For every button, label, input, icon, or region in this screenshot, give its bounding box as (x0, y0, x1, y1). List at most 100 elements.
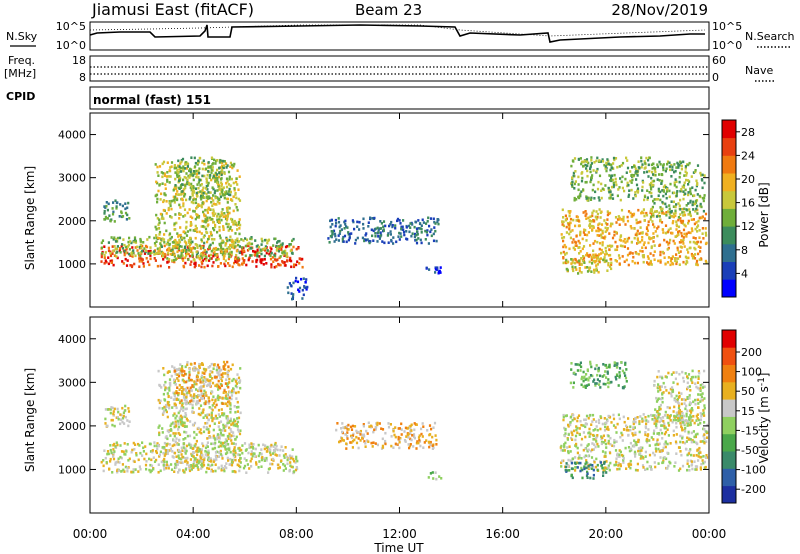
power-cell (226, 225, 229, 229)
velocity-cell (577, 414, 581, 417)
velocity-cell (614, 463, 617, 467)
velocity-cell (252, 443, 255, 446)
power-cell (157, 174, 160, 177)
velocity-cell (664, 440, 667, 443)
velocity-cell (657, 432, 660, 435)
velocity-cell (193, 393, 196, 396)
velocity-cell (236, 420, 240, 424)
power-cell (191, 216, 194, 220)
velocity-cell (579, 461, 582, 465)
velocity-cell (364, 442, 367, 445)
velocity-cell (232, 377, 235, 381)
power-cell (195, 191, 198, 195)
velocity-cell (218, 440, 221, 444)
power-cell (625, 171, 628, 174)
power-cell (166, 178, 169, 182)
velocity-cell (172, 432, 175, 435)
velocity-cell (200, 392, 203, 396)
power-cell (149, 249, 152, 253)
power-cell (334, 218, 337, 222)
power-cell (192, 198, 195, 202)
velocity-cell (104, 422, 107, 425)
power-cell (587, 255, 590, 258)
power-cell (434, 271, 437, 274)
power-cell (661, 207, 664, 211)
power-cell (604, 165, 607, 168)
velocity-cell (359, 433, 362, 436)
power-cell (136, 249, 139, 252)
velocity-cell (198, 448, 201, 451)
velocity-cell (243, 442, 247, 445)
power-cell (588, 222, 592, 226)
velocity-cell (232, 390, 235, 394)
velocity-cell (351, 434, 355, 437)
velocity-cell (687, 438, 690, 441)
velocity-cell (214, 417, 217, 420)
velocity-cell (236, 410, 239, 413)
velocity-cell (215, 383, 218, 387)
velocity-cell (137, 470, 140, 473)
power-cell (178, 234, 181, 237)
power-cell (392, 242, 395, 245)
power-cell (190, 168, 193, 171)
power-cell (197, 255, 200, 258)
velocity-cell (374, 442, 377, 445)
power-cell (207, 206, 210, 210)
power-cell (219, 166, 222, 169)
nsky-label: N.Sky (6, 30, 38, 43)
power-cell (209, 165, 212, 169)
power-cell (211, 204, 214, 207)
power-cell (683, 211, 686, 214)
velocity-cell (190, 468, 193, 471)
power-cell (649, 218, 652, 221)
power-cell (568, 247, 571, 251)
velocity-cell (222, 360, 226, 364)
power-cell (224, 251, 227, 254)
power-cell (589, 167, 592, 170)
power-cell (163, 233, 166, 236)
power-cell (282, 250, 285, 253)
power-cell (179, 256, 182, 259)
nave-tick-bottom: 0 (712, 71, 719, 84)
velocity-cell (642, 419, 645, 422)
power-cell (329, 234, 332, 238)
power-cell (606, 218, 609, 221)
power-cell (198, 167, 201, 170)
velocity-cell (576, 466, 579, 469)
velocity-cell (221, 372, 225, 375)
velocity-cell (197, 401, 200, 405)
velocity-cell (206, 413, 209, 416)
power-cell (679, 245, 682, 249)
velocity-cell (350, 436, 354, 439)
power-cell (671, 168, 674, 172)
velocity-cell (564, 468, 567, 472)
power-cell (223, 172, 226, 175)
power-cell (155, 180, 158, 184)
power-cell (694, 247, 697, 251)
velocity-cell (587, 416, 590, 420)
velocity-cell (639, 452, 642, 455)
power-cell (382, 220, 386, 223)
velocity-cell (125, 450, 128, 453)
velocity-cell (184, 387, 187, 391)
power-cell (577, 259, 580, 263)
velocity-cell (680, 426, 684, 430)
velocity-cell (685, 414, 688, 418)
power-cell (586, 270, 590, 273)
power-cell (338, 225, 341, 229)
power-cell (260, 252, 263, 256)
power-cell (258, 255, 261, 258)
velocity-cell (600, 464, 603, 467)
power-cell (616, 218, 620, 221)
power-cell (136, 245, 139, 249)
velocity-cell (367, 440, 370, 443)
power-cell (387, 232, 390, 235)
power-cell (156, 264, 159, 268)
power-cell (675, 223, 678, 226)
velocity-cell (200, 467, 203, 470)
power-cell (221, 253, 224, 256)
power-cell (621, 255, 624, 258)
power-cell (230, 198, 233, 201)
velocity-cell (634, 417, 637, 421)
power-cell (220, 190, 224, 194)
